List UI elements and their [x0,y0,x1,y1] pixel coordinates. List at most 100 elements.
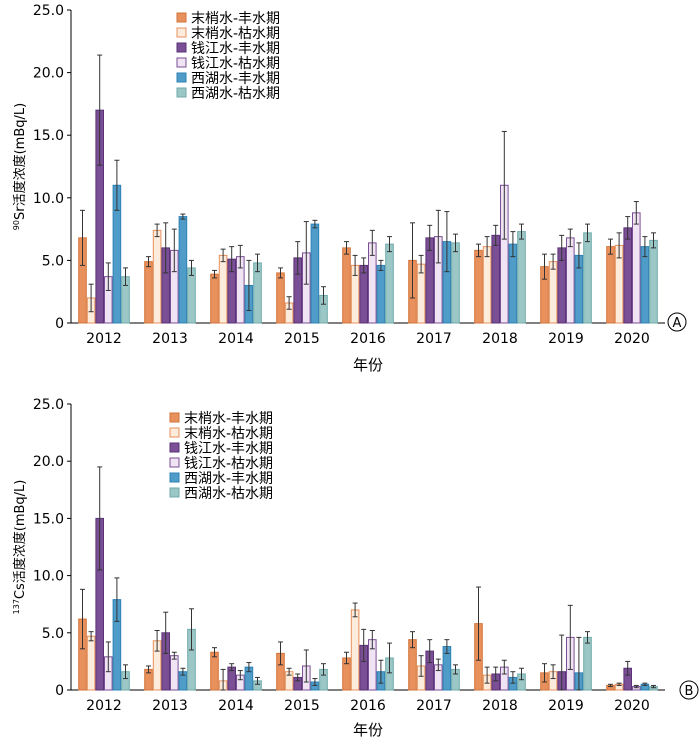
y-tick-label: 15.0 [33,128,64,144]
bar [623,227,633,324]
bar [310,223,320,324]
legend-swatch [176,27,187,38]
x-tick-label: 2020 [614,698,650,714]
legend-entry: 西湖水-丰水期 [184,471,273,487]
y-axis-label-text: Sr活度浓度(mBq/L) [12,103,28,220]
y-tick-label: 0 [55,683,64,699]
legend-swatch [169,427,180,438]
x-tick-label: 2013 [152,698,188,714]
bar [640,246,650,324]
legend-entry: 西湖水-丰水期 [191,71,280,87]
bar [583,636,592,691]
bar [218,254,228,324]
legend-swatch [169,442,180,453]
legend-swatch [169,472,180,483]
y-axis-label-superscript: 137 [12,599,21,614]
y-tick-label: 0 [55,316,64,332]
x-tick-label: 2016 [350,331,386,347]
legend-entry: 钱江水-丰水期 [184,441,273,457]
y-tick-label: 15.0 [33,511,64,527]
x-tick-label: 2012 [86,698,122,714]
panel-label-circle [667,312,687,332]
bar [376,264,386,324]
bar [482,246,492,324]
y-tick-label: 5.0 [42,626,64,642]
bar [350,609,360,691]
legend-entry: 钱江水-枯水期 [184,456,273,472]
bar [187,267,196,324]
legend-swatch [169,487,180,498]
bar [451,242,460,324]
legend-entry: 末梢水-枯水期 [191,26,280,42]
y-tick-label: 20.0 [33,66,64,82]
x-tick-label: 2015 [284,698,320,714]
y-tick-label: 10.0 [33,569,64,585]
x-tick-label: 2014 [218,698,254,714]
bar [474,249,483,324]
y-axis-label-text: Cs活度浓度(mBq/L) [12,480,28,599]
bar [144,261,153,324]
legend-entry: 西湖水-枯水期 [191,86,280,102]
bar [210,273,219,324]
legend-entry: 钱江水-丰水期 [191,41,280,57]
bar [385,243,394,324]
x-tick-label: 2017 [416,331,452,347]
bar [606,246,615,324]
y-tick-label: 5.0 [42,253,64,269]
x-tick-label: 2017 [416,698,452,714]
legend-entry: 钱江水-枯水期 [191,56,280,72]
bar [583,232,592,324]
legend-swatch [176,87,187,98]
x-tick-label: 2018 [482,698,518,714]
x-tick-label: 2019 [548,331,584,347]
legend: 末梢水-丰水期末梢水-枯水期钱江水-丰水期钱江水-枯水期西湖水-丰水期西湖水-枯… [169,411,273,502]
x-tick-label: 2020 [614,331,650,347]
x-tick-label: 2016 [350,698,386,714]
legend-entry: 末梢水-丰水期 [184,411,273,427]
legend-swatch [169,457,180,468]
bar [86,635,96,691]
bar [517,231,526,324]
y-tick-label: 25.0 [33,3,64,19]
legend-swatch [176,57,187,68]
bar [170,655,179,691]
y-tick-label: 20.0 [33,454,64,470]
legend-swatch [169,412,180,423]
bar [276,272,285,324]
y-tick-label: 25.0 [33,397,64,413]
x-axis-label: 年份 [353,356,383,374]
y-tick-label: 10.0 [33,191,64,207]
x-tick-label: 2013 [152,331,188,347]
x-tick-label: 2018 [482,331,518,347]
y-axis-label: 137Cs活度浓度(mBq/L) [12,480,28,615]
bar [152,229,162,324]
panel-label-circle [679,680,699,700]
bar [566,237,575,324]
legend-entry: 末梢水-枯水期 [184,426,273,442]
legend-entry: 末梢水-丰水期 [191,11,280,27]
bar [342,247,351,324]
legend-swatch [176,12,187,23]
bar [632,212,641,324]
bar [548,261,558,324]
x-tick-label: 2014 [218,331,254,347]
bar [210,651,219,691]
legend-swatch [176,72,187,83]
y-axis-label-superscript: 90 [12,220,21,230]
bar [178,216,188,324]
chart-panel-b: 0 5.0 10.0 15.0 20.0 25.0 137Cs活度浓度(mBq/L) 2012… [12,397,699,739]
chart-panel-a: 0 5.0 10.0 15.0 20.0 25.0 90Sr活度浓度(mBq/L) 2012 2… [12,3,687,374]
bar [649,239,658,324]
y-axis-label: 90Sr活度浓度(mBq/L) [12,103,28,230]
x-tick-label: 2019 [548,698,584,714]
legend: 末梢水-丰水期末梢水-枯水期钱江水-丰水期钱江水-枯水期西湖水-丰水期西湖水-枯… [176,11,280,102]
legend-swatch [176,42,187,53]
panel-label: B [685,684,694,699]
panel-label: A [673,316,682,331]
x-tick-label: 2012 [86,331,122,347]
bar [359,264,368,324]
x-axis-label: 年份 [353,721,383,739]
legend-entry: 西湖水-枯水期 [184,486,273,502]
bar [491,234,500,324]
